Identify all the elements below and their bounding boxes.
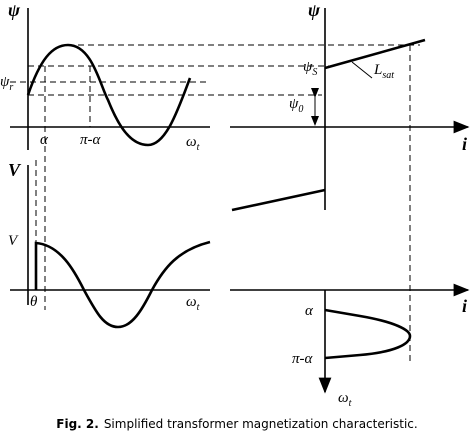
label: π-α — [80, 132, 102, 148]
label: ψS — [303, 59, 317, 78]
caption-text: Simplified transformer magnetization cha… — [104, 417, 418, 431]
label-sub: r — [9, 82, 13, 93]
label: ωt — [186, 134, 200, 153]
label-main: L — [373, 62, 382, 78]
label: α — [305, 303, 314, 319]
label: V — [8, 233, 19, 249]
label: ψ — [8, 0, 21, 20]
label-main: ω — [338, 390, 349, 406]
label: V — [8, 160, 22, 180]
label-main: ψ — [0, 74, 10, 90]
magnetization-panel — [230, 8, 470, 212]
caption: Fig. 2. Simplified transformer magnetizat… — [56, 417, 417, 431]
label-sub: 0 — [298, 104, 303, 115]
current-panel — [230, 283, 470, 394]
label-sub: t — [197, 302, 200, 313]
label-sub: S — [312, 67, 317, 78]
label: ψr — [0, 74, 13, 93]
label-sub: t — [197, 142, 200, 153]
label: ωt — [186, 294, 200, 313]
label: i — [462, 296, 467, 316]
label: i — [462, 134, 467, 154]
label-sub: t — [349, 398, 352, 409]
label-main: ψ — [8, 0, 21, 20]
label-main: ψ — [303, 59, 313, 75]
flux-panel — [10, 8, 210, 150]
label: α — [40, 132, 49, 148]
caption-label: Fig. 2. — [56, 417, 99, 431]
voltage-panel — [10, 165, 211, 329]
label-main: ω — [186, 294, 197, 310]
label-main: ω — [186, 134, 197, 150]
label: ψ0 — [289, 96, 303, 115]
label-main: ψ — [289, 96, 299, 112]
label: π-α — [292, 351, 314, 367]
label-sub: sat — [382, 70, 394, 81]
label: ωt — [338, 390, 352, 409]
label: ψ — [308, 0, 321, 20]
label: Lsat — [373, 62, 394, 81]
label: θ — [30, 294, 38, 310]
guides — [10, 44, 420, 365]
